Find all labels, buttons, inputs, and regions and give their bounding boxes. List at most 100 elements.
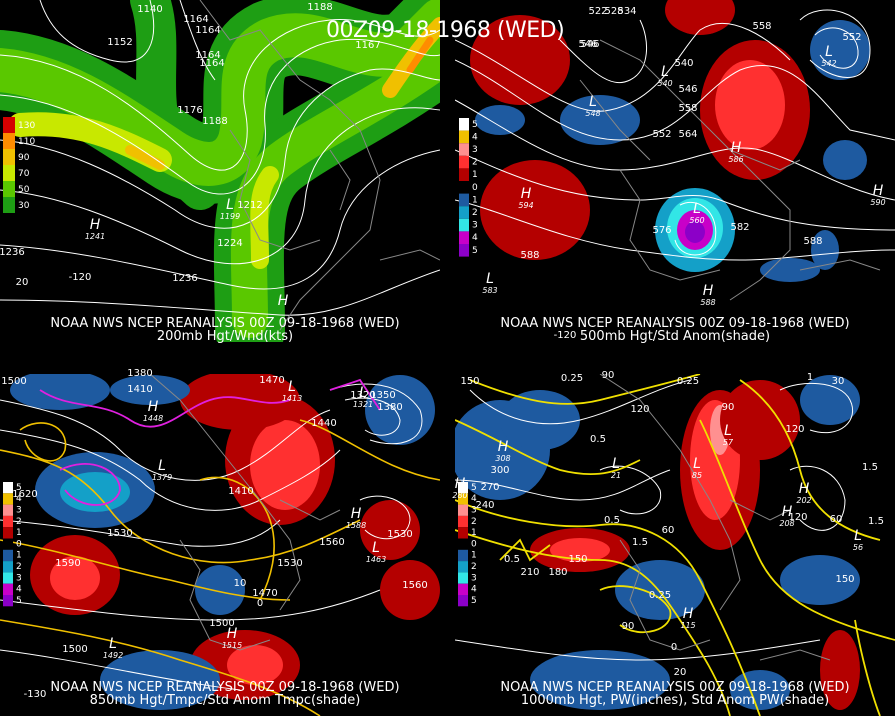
legend-swatch xyxy=(459,181,469,194)
legend-label: 5 xyxy=(16,596,22,606)
contour-label: 1167 xyxy=(355,40,380,51)
center-value: 1463 xyxy=(366,555,386,564)
low-pressure-center: L xyxy=(612,456,620,472)
legend-swatch xyxy=(3,133,15,149)
low-pressure-center: L xyxy=(288,379,296,395)
contour-label: 60 xyxy=(662,525,675,536)
legend-swatch xyxy=(3,583,13,595)
contour-label: 120 xyxy=(630,404,649,415)
legend-swatch xyxy=(459,155,469,169)
legend-label: 30 xyxy=(18,201,30,211)
contour-label: 10 xyxy=(234,578,247,589)
contour-label: 1.5 xyxy=(868,516,884,527)
contour-label: 150 xyxy=(460,376,479,387)
high-pressure-center: H xyxy=(703,283,714,299)
legend-label: 4 xyxy=(472,233,478,243)
panel-500mb: 5 4 3 2 1 0 1 2 3 4 5 xyxy=(455,0,895,342)
low-pressure-center: L xyxy=(109,636,117,652)
zero-isotherm xyxy=(39,378,381,506)
low-pressure-center: L xyxy=(486,271,494,287)
contour-and-pressure-labels: 1140116411881152116411761188121212241236… xyxy=(0,2,886,700)
contour-label: 1470 xyxy=(252,588,277,599)
center-value: 115 xyxy=(680,621,695,630)
high-pressure-center: H xyxy=(148,399,159,415)
center-value: 56 xyxy=(853,543,863,552)
center-value: 1588 xyxy=(346,521,366,530)
contour-label: 1.5 xyxy=(862,462,878,473)
coastlines xyxy=(149,374,341,651)
low-pressure-center: L xyxy=(589,94,597,110)
legend-label: 1 xyxy=(16,551,22,561)
legend-swatch xyxy=(458,515,468,528)
high-pressure-center: H xyxy=(799,481,810,497)
contour-label: 1530 xyxy=(277,558,302,569)
high-pressure-center: H xyxy=(873,183,884,199)
legend-label: 2 xyxy=(16,517,22,527)
legend-swatch xyxy=(3,117,15,133)
center-value: 542 xyxy=(821,59,836,68)
contour-label: 20 xyxy=(16,277,29,288)
center-value: 280 xyxy=(452,491,467,500)
panel-1000mb-caption-source: NOAA NWS NCEP REANALYSIS 00Z 09-18-1968 … xyxy=(500,680,849,695)
high-pressure-center: H xyxy=(90,217,101,233)
contour-label: 1410 xyxy=(228,486,253,497)
contour-label: 300 xyxy=(490,465,509,476)
legend-label: 2 xyxy=(471,562,477,572)
low-pressure-center: L xyxy=(372,540,380,556)
contour-label: 588 xyxy=(803,236,822,247)
contour-label: 90 xyxy=(622,621,635,632)
contour-label: 120 xyxy=(788,512,807,523)
legend-swatch xyxy=(3,504,13,516)
low-pressure-center: L xyxy=(724,423,732,439)
contour-label: 1236 xyxy=(0,247,25,258)
panel-500mb-caption-field: 500mb Hgt/Std Anom(shade) xyxy=(580,329,770,344)
legend-label: 2 xyxy=(472,208,478,218)
contour-label: 1164 xyxy=(195,25,220,36)
low-pressure-center: L xyxy=(693,201,701,217)
contour-label: 0.5 xyxy=(590,434,606,445)
center-value: 540 xyxy=(657,79,672,88)
legend-label: 3 xyxy=(471,573,477,583)
contour-label: 558 xyxy=(678,103,697,114)
legend-swatch xyxy=(3,515,13,528)
height-contours xyxy=(0,383,423,691)
center-value: 588 xyxy=(700,298,715,307)
legend-label: 1 xyxy=(471,551,477,561)
height-contours xyxy=(0,0,440,316)
height-contours xyxy=(455,9,895,261)
contour-label: 270 xyxy=(480,482,499,493)
center-value: 586 xyxy=(728,155,743,164)
legend-label: 2 xyxy=(16,562,22,572)
contour-label: 564 xyxy=(678,129,697,140)
center-value: 594 xyxy=(518,201,533,210)
low-pressure-center: L xyxy=(854,528,862,544)
legend-swatch xyxy=(3,561,13,573)
contour-label: 90 xyxy=(722,402,735,413)
contour-label: 546 xyxy=(580,39,599,50)
anomaly-shading xyxy=(455,375,860,710)
panel-850mb-caption-source: NOAA NWS NCEP REANALYSIS 00Z 09-18-1968 … xyxy=(50,680,399,695)
contour-label: 1590 xyxy=(55,558,80,569)
legend-swatch xyxy=(458,549,468,562)
contour-label: 20 xyxy=(674,667,687,678)
legend-label: 5 xyxy=(471,483,477,493)
legend-200mb: 130 110 90 70 50 30 xyxy=(3,117,35,213)
contour-label: 0.25 xyxy=(561,373,583,384)
low-pressure-center: L xyxy=(661,64,669,80)
contour-label: 552 xyxy=(842,32,861,43)
legend-swatch xyxy=(3,149,15,165)
legend-swatch xyxy=(458,527,468,539)
legend-swatch xyxy=(459,130,469,144)
coastlines xyxy=(599,374,831,661)
high-pressure-center: H xyxy=(351,506,362,522)
legend-label: 0 xyxy=(471,539,477,549)
legend-label: 3 xyxy=(472,145,478,155)
contour-label: 540 xyxy=(674,58,693,69)
legend-swatch xyxy=(458,561,468,573)
contour-label: 1350 xyxy=(370,390,395,401)
center-value: 202 xyxy=(796,496,811,505)
contour-label: 1140 xyxy=(137,4,162,15)
contour-label: 522 xyxy=(588,6,607,17)
